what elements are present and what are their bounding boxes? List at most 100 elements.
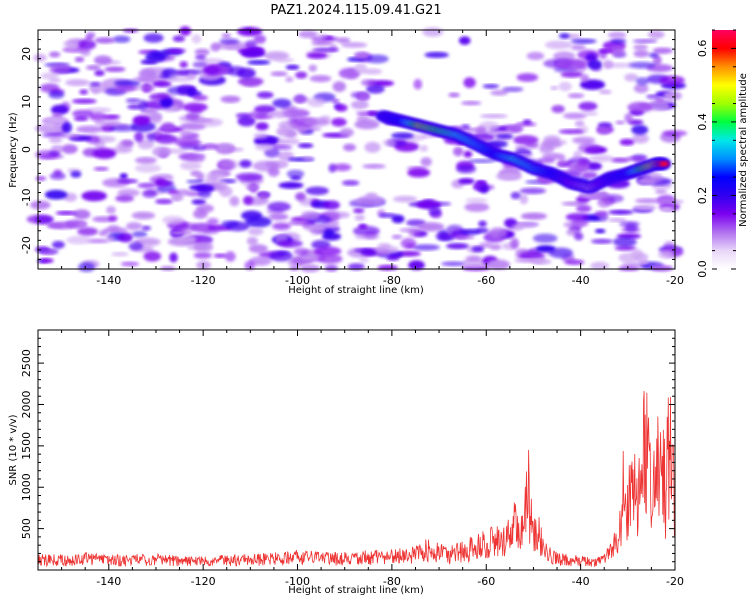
heatmap-noise-blob [276,127,289,137]
heatmap-noise-blob [463,77,476,88]
heatmap-noise-blob [44,116,67,124]
heatmap-noise-blob [420,157,432,167]
heatmap-noise-blob [574,232,584,241]
heatmap-noise-blob [526,51,545,61]
heatmap-noise-blob [122,28,139,33]
colorbar-tick-label: 0.0 [696,260,709,278]
heatmap-noise-blob [614,245,637,251]
y-tick-label: -10 [20,188,33,206]
heatmap-noise-blob [422,27,444,37]
heatmap-noise-blob [585,162,602,171]
heatmap-noise-blob [357,91,370,102]
heatmap-noise-blob [170,194,184,201]
heatmap-noise-blob [73,209,91,220]
heatmap-noise-blob [607,31,627,39]
heatmap-noise-blob [121,139,134,147]
heatmap-noise-blob [519,193,529,205]
heatmap-noise-blob [594,210,609,217]
heatmap-noise-blob [152,146,172,157]
colorbar: 0.0 0.2 0.4 0.6 Normalized spectral amplitu… [696,29,749,278]
heatmap-noise-blob [253,132,268,140]
heatmap-noise-blob [189,184,207,191]
heatmap-noise-blob [50,104,69,115]
heatmap-noise-blob [598,89,612,95]
heatmap-noise-blob [151,51,170,59]
heatmap-noise-blob [175,236,197,242]
heatmap-noise-blob [339,128,354,137]
heatmap-noise-blob [49,172,66,180]
heatmap-noise-blob [49,64,72,75]
heatmap-noise-blob [511,223,536,229]
x-tick-label: -60 [477,575,495,588]
heatmap-noise-blob [137,139,155,150]
heatmap-noise-blob [66,235,92,245]
heatmap-noise-blob [100,124,115,132]
heatmap-noise-blob [186,190,203,197]
heatmap-noise-blob [580,74,590,83]
heatmap-noise-blob [245,184,260,190]
heatmap-noise-blob [615,120,625,125]
heatmap-noise-blob [522,119,532,125]
heatmap-noise-blob [579,79,606,90]
heatmap-noise-blob [195,55,207,60]
heatmap-noise-blob [78,262,95,272]
heatmap-noise-blob [563,221,585,229]
heatmap-noise-blob [76,125,103,133]
heatmap-noise-blob [312,47,340,52]
heatmap-noise-blob [516,73,539,82]
heatmap-noise-blob [248,244,268,254]
heatmap-noise-blob [317,254,343,264]
heatmap-noise-blob [648,100,670,112]
heatmap-noise-blob [354,119,380,130]
heatmap-noise-blob [574,120,585,127]
heatmap-noise-blob [303,223,327,231]
x-tick-label: -40 [572,575,590,588]
heatmap-noise-blob [350,100,369,110]
heatmap-noise-blob [461,124,471,129]
heatmap-noise-blob [651,265,674,271]
heatmap-noise-blob [77,227,98,236]
heatmap-noise-blob [298,30,318,39]
heatmap-noise-blob [306,52,328,59]
heatmap-noise-blob [128,242,143,251]
heatmap-noise-blob [464,202,490,212]
heatmap-noise-blob [112,35,131,43]
heatmap-noise-blob [179,122,206,131]
heatmap-noise-blob [408,229,421,237]
heatmap-noise-blob [356,195,385,206]
heatmap-noise-blob [333,163,352,172]
heatmap-noise-blob [270,110,292,118]
heatmap-noise-blob [162,215,185,225]
heatmap-noise-blob [48,221,76,230]
heatmap-noise-blob [258,191,269,200]
heatmap-noise-blob [48,78,62,83]
heatmap-noise-blob [248,227,264,236]
heatmap-noise-blob [138,69,157,79]
heatmap-noise-blob [191,199,207,205]
heatmap-noise-blob [245,216,272,228]
heatmap-noise-blob [278,120,298,130]
heatmap-noise-blob [190,170,201,177]
heatmap-noise-blob [618,252,639,263]
heatmap-noise-blob [514,258,542,263]
heatmap-noise-blob [154,178,167,187]
heatmap-noise-blob [561,201,588,206]
heatmap-noise-blob [332,81,346,92]
heatmap-noise-blob [94,70,105,77]
heatmap-noise-blob [80,48,91,57]
heatmap-noise-blob [405,243,415,248]
spectrogram-y-label: Frequency (Hz) [8,112,19,188]
heatmap-noise-blob [137,182,157,189]
heatmap-noise-blob [453,146,464,157]
heatmap-noise-blob [93,55,113,65]
heatmap-noise-blob [48,151,61,157]
heatmap-noise-blob [248,256,272,266]
heatmap-noise-blob [34,215,54,225]
heatmap-noise-blob [560,71,583,78]
heatmap-noise-blob [107,224,120,232]
heatmap-noise-blob [131,211,156,220]
heatmap-noise-blob [86,32,96,38]
heatmap-noise-blob [359,257,370,263]
heatmap-noise-blob [249,110,268,119]
